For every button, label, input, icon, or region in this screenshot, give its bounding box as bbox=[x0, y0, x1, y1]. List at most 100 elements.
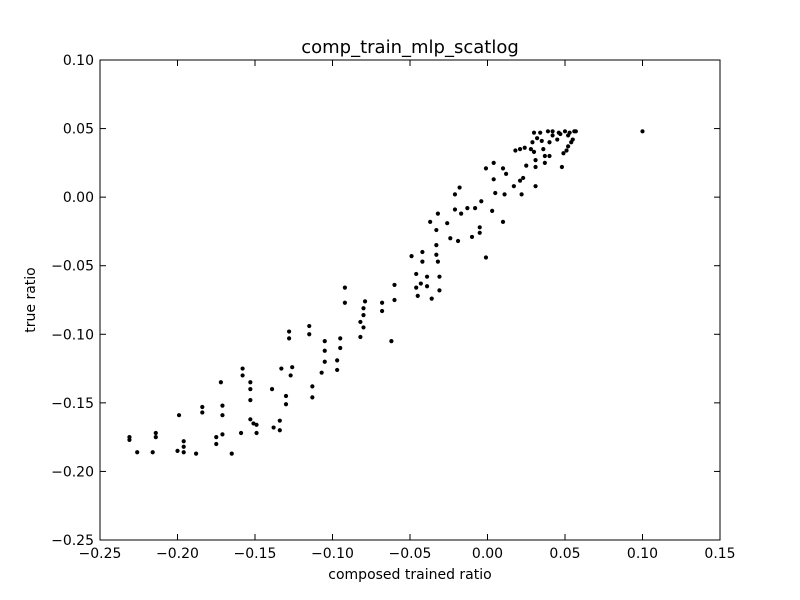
data-point bbox=[559, 164, 565, 170]
data-point bbox=[194, 451, 199, 456]
data-point bbox=[200, 404, 205, 410]
data-point bbox=[434, 243, 439, 248]
data-point bbox=[434, 227, 439, 233]
y-tick-label: 0.10 bbox=[63, 53, 94, 69]
data-point bbox=[392, 297, 397, 303]
data-point bbox=[483, 255, 489, 260]
data-point bbox=[522, 145, 527, 150]
data-point bbox=[218, 380, 223, 385]
data-point bbox=[361, 312, 366, 318]
data-point bbox=[288, 373, 293, 378]
data-point bbox=[229, 451, 234, 456]
data-point bbox=[380, 300, 385, 305]
data-point bbox=[220, 403, 225, 408]
data-point bbox=[477, 225, 482, 230]
data-point bbox=[542, 153, 547, 159]
data-point bbox=[524, 163, 529, 168]
data-point bbox=[542, 160, 547, 165]
data-point bbox=[389, 339, 394, 344]
data-point bbox=[380, 308, 385, 314]
data-point bbox=[310, 395, 315, 400]
data-point bbox=[420, 259, 425, 264]
data-point bbox=[517, 147, 523, 152]
data-point bbox=[640, 129, 645, 134]
data-point bbox=[479, 199, 484, 204]
plot-frame bbox=[99, 59, 721, 541]
y-tick-label: 0.00 bbox=[63, 190, 94, 206]
data-point bbox=[500, 219, 506, 224]
axis-ticks: −0.25 −0.20 −0.15 −0.10 −0.05 0.00 0.05 0.10 0.1… bbox=[51, 53, 735, 562]
data-point bbox=[415, 293, 420, 298]
data-point bbox=[491, 160, 496, 165]
data-point bbox=[437, 274, 442, 279]
data-point bbox=[200, 410, 205, 415]
data-point bbox=[181, 439, 186, 444]
data-point bbox=[269, 387, 275, 392]
data-point bbox=[424, 284, 430, 289]
data-point bbox=[547, 140, 552, 145]
data-point bbox=[248, 380, 253, 385]
data-point bbox=[465, 206, 470, 211]
data-point bbox=[448, 236, 453, 241]
x-tick-label: 0.05 bbox=[549, 546, 580, 562]
data-point bbox=[290, 365, 295, 370]
data-point bbox=[491, 177, 496, 182]
x-axis-label: composed trained ratio bbox=[328, 567, 491, 583]
data-point bbox=[135, 450, 140, 455]
data-point bbox=[283, 393, 289, 399]
data-point bbox=[392, 282, 397, 288]
data-point bbox=[550, 133, 555, 138]
data-point bbox=[435, 259, 440, 264]
data-point bbox=[335, 358, 340, 363]
data-point bbox=[519, 192, 524, 197]
data-point bbox=[310, 384, 315, 389]
data-point bbox=[358, 334, 363, 340]
data-point bbox=[248, 417, 253, 422]
data-point bbox=[322, 348, 327, 353]
data-point bbox=[533, 158, 538, 163]
data-point bbox=[153, 430, 158, 436]
data-point bbox=[362, 299, 368, 304]
data-point bbox=[307, 332, 312, 337]
x-tick-label: 0.15 bbox=[704, 546, 735, 562]
data-point bbox=[127, 435, 132, 440]
data-point bbox=[335, 367, 340, 373]
data-point bbox=[238, 430, 244, 436]
data-point bbox=[176, 413, 182, 418]
data-point bbox=[469, 234, 475, 240]
data-point bbox=[490, 208, 495, 213]
data-point bbox=[338, 345, 343, 351]
data-point bbox=[477, 230, 482, 235]
data-point bbox=[254, 422, 259, 427]
data-point bbox=[429, 296, 434, 301]
data-point bbox=[283, 402, 289, 407]
y-axis-label: true ratio bbox=[23, 267, 39, 332]
data-point bbox=[533, 184, 538, 189]
y-tick-label: −0.05 bbox=[51, 259, 94, 275]
data-point bbox=[279, 366, 284, 371]
data-point bbox=[361, 325, 366, 330]
data-point bbox=[338, 336, 343, 341]
data-point bbox=[319, 370, 324, 375]
data-point bbox=[545, 129, 551, 134]
y-tick-label: 0.05 bbox=[63, 122, 94, 138]
data-point bbox=[511, 184, 516, 189]
data-point bbox=[521, 175, 526, 181]
data-point bbox=[437, 288, 442, 293]
x-tick-label: −0.10 bbox=[311, 546, 354, 562]
data-point bbox=[418, 281, 423, 286]
data-point bbox=[307, 323, 312, 329]
data-point bbox=[214, 435, 219, 440]
x-tick-label: −0.20 bbox=[156, 546, 199, 562]
data-point bbox=[558, 131, 563, 137]
data-point bbox=[528, 147, 534, 152]
data-point bbox=[248, 398, 253, 403]
x-tick-label: −0.25 bbox=[79, 546, 122, 562]
x-tick-label: −0.15 bbox=[234, 546, 277, 562]
data-point bbox=[541, 147, 546, 152]
data-point bbox=[181, 444, 186, 449]
x-tick-label: 0.10 bbox=[627, 546, 658, 562]
data-point bbox=[434, 252, 439, 257]
